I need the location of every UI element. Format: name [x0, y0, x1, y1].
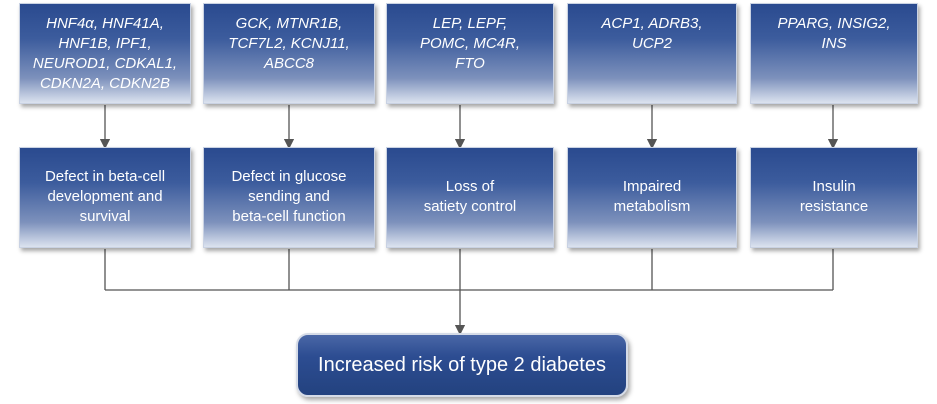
effect-box-2: Defect in glucose sending and beta-cell … [203, 147, 375, 248]
gene-box-1: HNF4α, HNF41A, HNF1B, IPF1, NEUROD1, CDK… [19, 3, 191, 104]
gene-box-5-text: PPARG, INSIG2, INS [777, 15, 891, 52]
outcome-box: Increased risk of type 2 diabetes [296, 333, 628, 397]
effect-box-4: Impaired metabolism [567, 147, 737, 248]
gene-box-3: LEP, LEPF, POMC, MC4R, FTO [386, 3, 554, 104]
effect-box-3: Loss of satiety control [386, 147, 554, 248]
gene-box-4-text: ACP1, ADRB3, UCP2 [601, 15, 703, 52]
effect-box-2-text: Defect in glucose sending and beta-cell … [231, 168, 347, 225]
outcome-text: Increased risk of type 2 diabetes [318, 353, 606, 376]
effect-box-5-text: Insulin resistance [799, 178, 869, 215]
gene-box-2-text: GCK, MTNR1B, TCF7L2, KCNJ11, ABCC8 [228, 15, 350, 72]
effect-box-3-text: Loss of satiety control [423, 178, 517, 215]
gene-box-2: GCK, MTNR1B, TCF7L2, KCNJ11, ABCC8 [203, 3, 375, 104]
effect-box-1-text: Defect in beta-cell development and surv… [44, 168, 166, 225]
gene-box-5: PPARG, INSIG2, INS [750, 3, 918, 104]
effect-box-5: Insulin resistance [750, 147, 918, 248]
effect-box-1: Defect in beta-cell development and surv… [19, 147, 191, 248]
gene-box-1-text: HNF4α, HNF41A, HNF1B, IPF1, NEUROD1, CDK… [32, 15, 178, 92]
gene-box-3-text: LEP, LEPF, POMC, MC4R, FTO [419, 15, 520, 72]
gene-box-4: ACP1, ADRB3, UCP2 [567, 3, 737, 104]
effect-box-4-text: Impaired metabolism [613, 178, 691, 215]
